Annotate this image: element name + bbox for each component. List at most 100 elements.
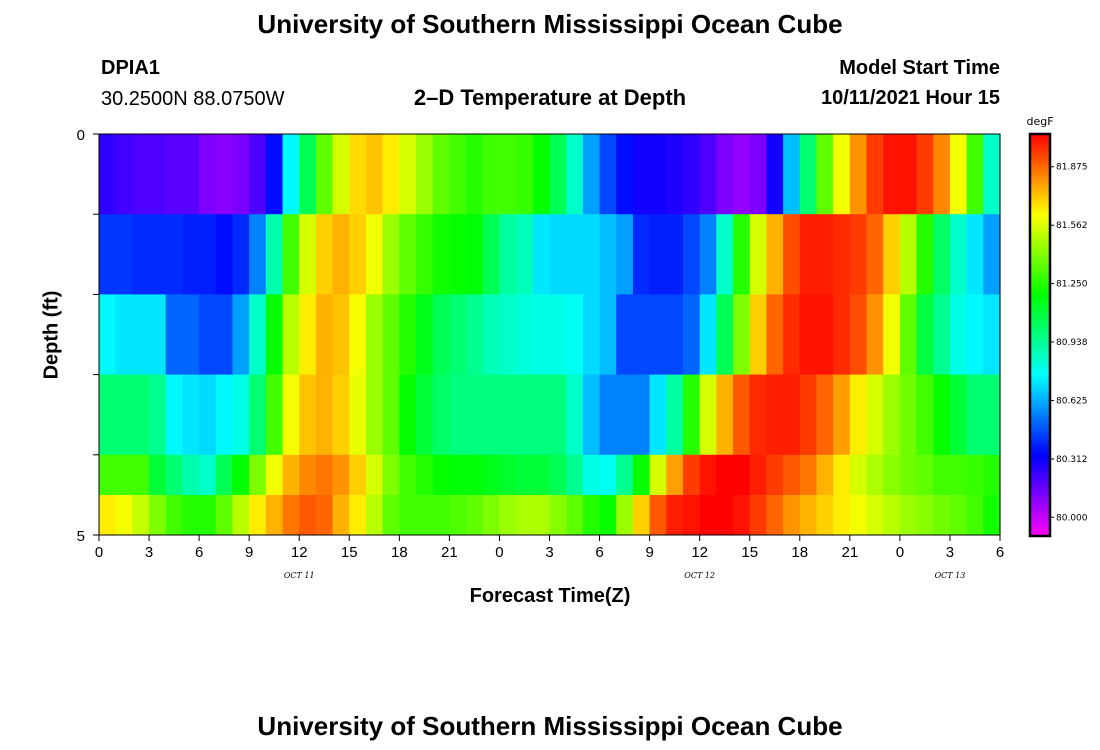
heatmap-cell <box>265 294 284 375</box>
colorbar-segment <box>1030 164 1050 169</box>
colorbar-segment <box>1030 298 1050 303</box>
heatmap-cell <box>682 134 701 215</box>
colorbar-segment <box>1030 264 1050 269</box>
heatmap-cell <box>799 454 818 496</box>
heatmap-cell <box>449 214 467 295</box>
heatmap-cell <box>582 495 601 536</box>
heatmap-cell <box>699 454 717 496</box>
heatmap-cell <box>666 495 684 536</box>
heatmap-cell <box>649 495 667 536</box>
heatmap-cell <box>749 294 768 375</box>
heatmap-cell <box>332 134 350 215</box>
colorbar-segment <box>1030 328 1050 333</box>
heatmap-cell <box>349 374 367 456</box>
colorbar-segment <box>1030 271 1050 276</box>
heatmap-cell <box>716 134 734 215</box>
heatmap-cell <box>899 134 918 215</box>
heatmap-cell <box>966 454 984 496</box>
heatmap-cell <box>949 214 968 295</box>
heatmap-cell <box>466 454 484 496</box>
colorbar-segment <box>1030 462 1050 467</box>
heatmap-cell <box>783 495 801 536</box>
colorbar-segment <box>1030 197 1050 202</box>
colorbar-segment <box>1030 194 1050 199</box>
colorbar-segment <box>1030 505 1050 510</box>
heatmap-cell <box>199 374 217 456</box>
x-tick-label: 9 <box>245 544 253 561</box>
colorbar-segment <box>1030 425 1050 430</box>
heatmap-cell <box>399 495 417 536</box>
heatmap-cell <box>716 214 734 295</box>
heatmap-cell <box>599 454 617 496</box>
colorbar-segment <box>1030 318 1050 323</box>
heatmap-cell <box>532 495 551 536</box>
colorbar-segment <box>1030 378 1050 383</box>
colorbar-segment <box>1030 160 1050 165</box>
colorbar-segment <box>1030 201 1050 205</box>
colorbar-segment <box>1030 391 1050 396</box>
colorbar-segment <box>1030 469 1050 473</box>
colorbar-tick-label: 80.000 <box>1056 513 1088 523</box>
heatmap-cell <box>849 214 868 295</box>
heatmap-cell <box>983 374 1001 456</box>
heatmap-cell <box>866 134 884 215</box>
colorbar-segment <box>1030 422 1050 427</box>
heatmap-cell <box>833 454 851 496</box>
x-tick-label: 0 <box>495 544 503 561</box>
heatmap-cell <box>99 454 117 496</box>
colorbar-segment <box>1030 147 1050 152</box>
colorbar-segment <box>1030 291 1050 296</box>
heatmap-cell <box>799 495 818 536</box>
heatmap-cell <box>699 374 717 456</box>
heatmap-cell <box>699 294 717 375</box>
heatmap-cell <box>282 134 300 215</box>
heatmap-cell <box>482 374 501 456</box>
heatmap-cell <box>632 454 651 496</box>
colorbar-segment <box>1030 412 1050 416</box>
heatmap-cell <box>399 134 417 215</box>
colorbar-segment <box>1030 438 1050 443</box>
heatmap-cell <box>549 495 567 536</box>
heatmap-cell <box>132 374 150 456</box>
heatmap-cell <box>866 454 884 496</box>
heatmap-cell <box>332 294 350 375</box>
colorbar-segment <box>1030 261 1050 266</box>
colorbar-unit-label: degF <box>1026 115 1053 128</box>
heatmap-cell <box>199 454 217 496</box>
heatmap-cell <box>783 374 801 456</box>
colorbar-segment <box>1030 284 1050 289</box>
heatmap-cell <box>165 294 184 375</box>
heatmap-cell <box>532 134 551 215</box>
colorbar-segment <box>1030 211 1050 215</box>
heatmap-cell <box>232 294 250 375</box>
model-start-label: Model Start Time <box>839 57 1000 79</box>
colorbar-segment <box>1030 355 1050 360</box>
heatmap-cell <box>933 495 951 536</box>
heatmap-cell <box>716 454 734 496</box>
heatmap-cell <box>749 495 768 536</box>
colorbar: 81.875 81.562 81.250 80.938 80.625 80.312 80.0… <box>1026 115 1088 538</box>
colorbar-segment <box>1030 190 1050 195</box>
heatmap-cell <box>382 454 400 496</box>
colorbar-segment <box>1030 358 1050 363</box>
heatmap-cell <box>449 495 467 536</box>
heatmap-cell <box>232 134 250 215</box>
colorbar-segment <box>1030 489 1050 494</box>
colorbar-segment <box>1030 268 1050 272</box>
heatmap-cell <box>349 294 367 375</box>
colorbar-segment <box>1030 418 1050 423</box>
heatmap-cell <box>466 214 484 295</box>
heatmap-cell <box>649 214 667 295</box>
heatmap-cell <box>516 374 534 456</box>
heatmap-cell <box>716 294 734 375</box>
heatmap-cell <box>816 374 834 456</box>
heatmap-cell <box>349 214 367 295</box>
heatmap-cell <box>382 495 400 536</box>
heatmap-cell <box>182 134 200 215</box>
colorbar-segment <box>1030 381 1050 386</box>
heatmap-cell <box>983 495 1001 536</box>
heatmap-cell <box>649 134 667 215</box>
heatmap-cell <box>99 294 117 375</box>
heatmap-cell <box>315 374 334 456</box>
heatmap-cell <box>416 214 434 295</box>
